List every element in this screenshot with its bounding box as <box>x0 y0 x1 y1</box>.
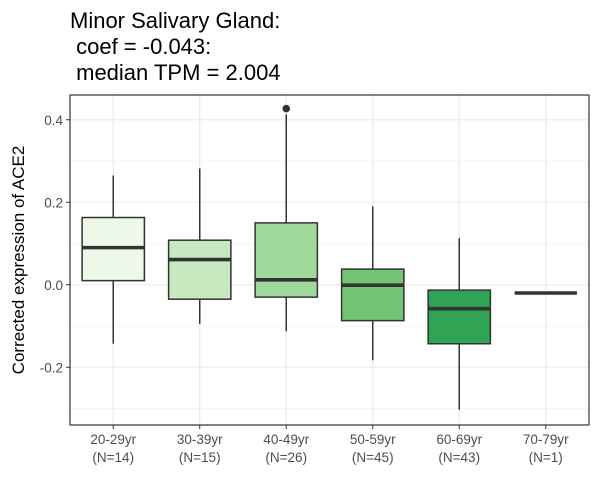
box-20-29yr <box>81 175 146 344</box>
box-body <box>427 289 492 345</box>
x-tick-label: 20-29yr <box>90 432 136 447</box>
y-tick-label: -0.2 <box>40 360 63 375</box>
y-tick-label: 0.4 <box>44 113 63 128</box>
box-40-49yr <box>254 104 319 332</box>
panel-background <box>70 95 589 425</box>
box-30-39yr <box>167 168 232 324</box>
box-60-69yr <box>427 238 492 410</box>
panel-border <box>69 94 590 426</box>
x-tick-count: (N=14) <box>92 450 134 465</box>
chart-title-line-3: median TPM = 2.004 <box>70 60 281 85</box>
outlier-point <box>282 104 291 113</box>
y-tick-label: 0.2 <box>44 195 63 210</box>
x-tick-count: (N=26) <box>265 450 307 465</box>
chart-title-line-2: coef = -0.043: <box>70 34 211 59</box>
y-axis-label: Corrected expression of ACE2 <box>9 146 28 375</box>
x-tick-label: 30-39yr <box>177 432 223 447</box>
chart-title-line-1: Minor Salivary Gland: <box>70 8 280 33</box>
box-body <box>340 268 405 322</box>
x-tick-label: 40-49yr <box>263 432 309 447</box>
x-tick-count: (N=45) <box>352 450 394 465</box>
x-tick-label: 70-79yr <box>523 432 569 447</box>
box-body <box>167 239 232 300</box>
x-tick-count: (N=43) <box>438 450 480 465</box>
x-tick-count: (N=1) <box>529 450 563 465</box>
box-body <box>254 222 319 298</box>
box-50-59yr <box>340 206 405 361</box>
x-tick-count: (N=15) <box>179 450 221 465</box>
x-tick-label: 60-69yr <box>436 432 482 447</box>
x-tick-label: 50-59yr <box>350 432 396 447</box>
plot-area: -0.2 0.0 0.2 0.4 20-29yr (N=14) 30-39yr (N=15) 4… <box>40 94 590 465</box>
y-tick-label: 0.0 <box>44 278 63 293</box>
